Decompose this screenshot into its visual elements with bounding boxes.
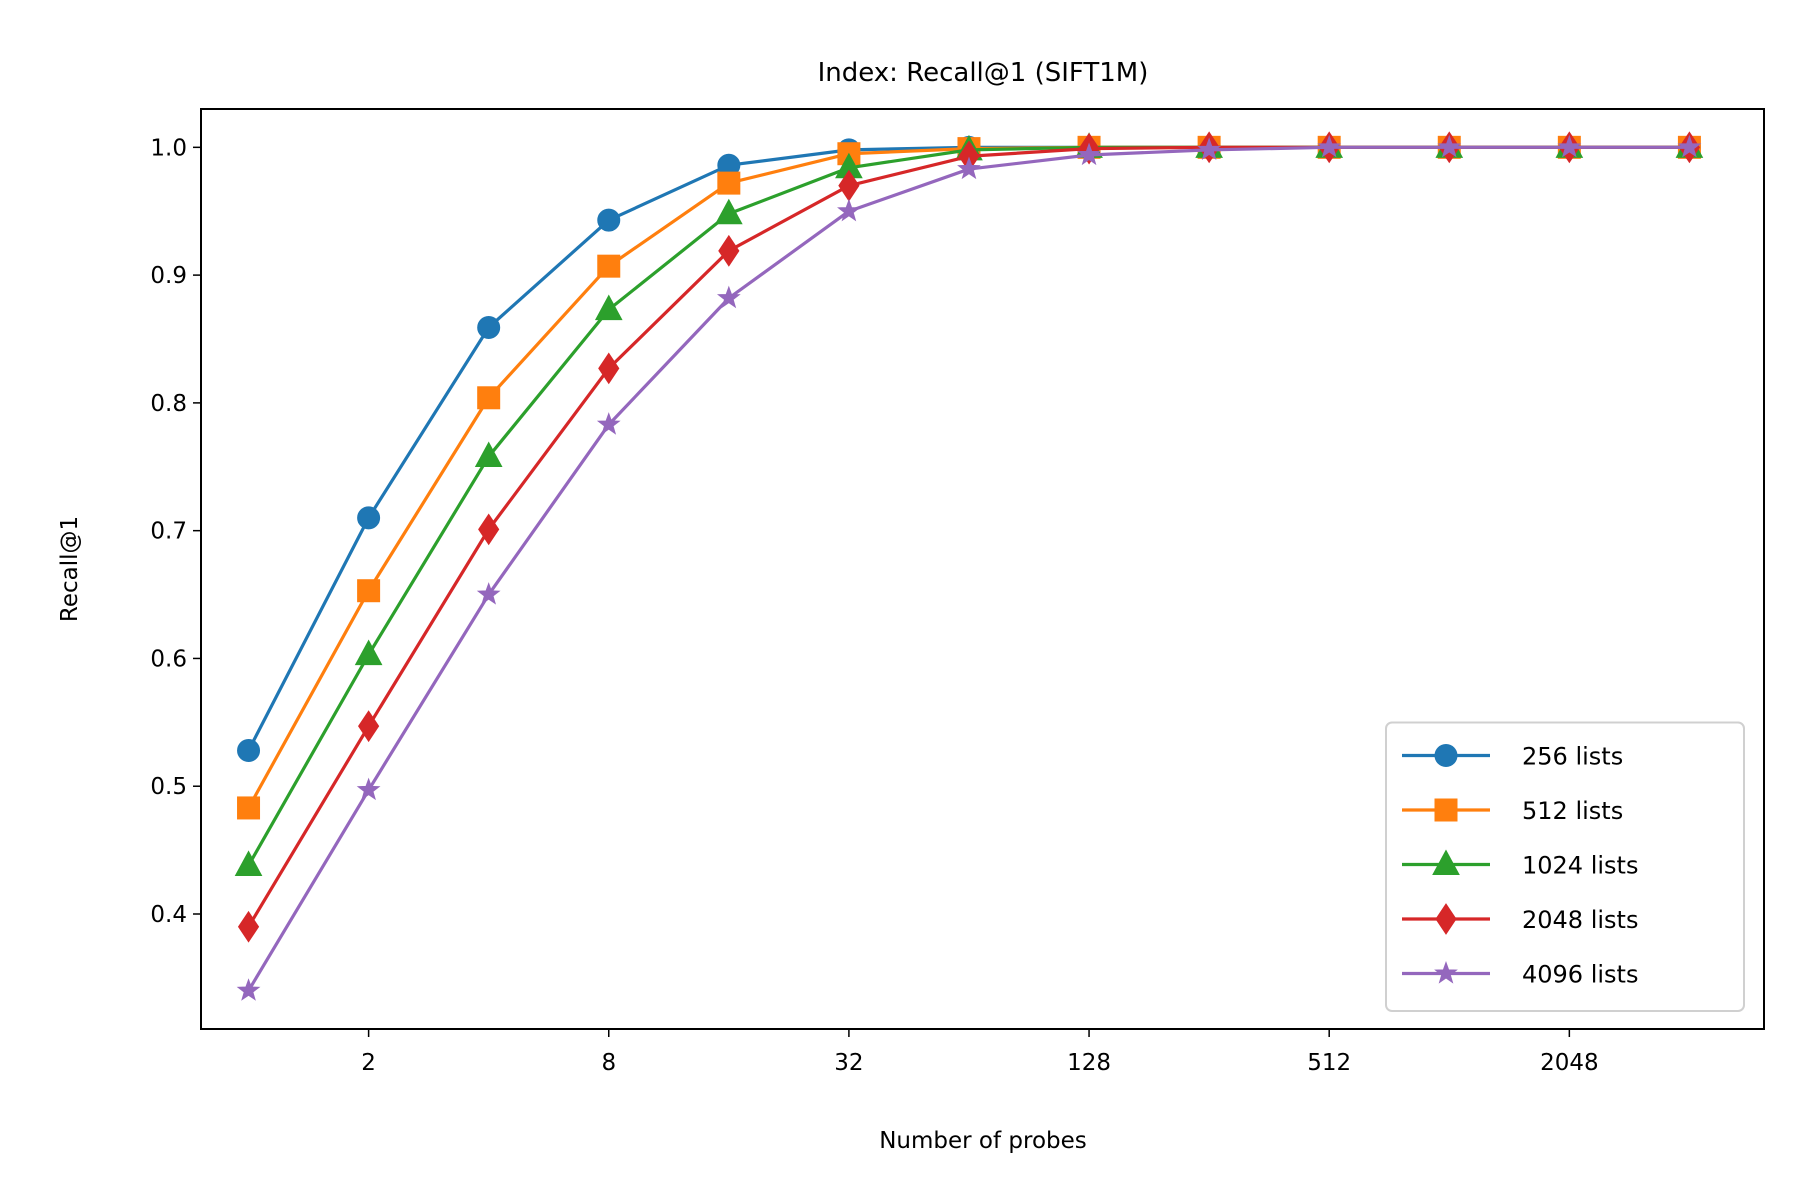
data-point xyxy=(717,171,741,195)
series-4096-lists xyxy=(236,134,1702,1001)
data-point xyxy=(356,777,381,801)
y-axis-label: Recall@1 xyxy=(57,516,83,622)
x-tick-label: 2048 xyxy=(1540,1050,1599,1076)
x-tick-label: 32 xyxy=(834,1050,863,1076)
legend-box xyxy=(1385,721,1745,1012)
data-point xyxy=(957,156,981,180)
x-axis: 2 8 32 128 512 2048 xyxy=(361,1029,1599,1076)
legend-item: 512 lists xyxy=(1402,797,1623,825)
legend-item: 4096 lists xyxy=(1402,961,1638,989)
series-line xyxy=(247,145,1690,752)
legend-label: 1024 lists xyxy=(1522,852,1638,880)
legend-marker xyxy=(1435,903,1457,935)
legend-item: 1024 lists xyxy=(1402,849,1638,880)
series-512-lists xyxy=(237,135,1701,820)
y-tick-label: 0.7 xyxy=(150,519,187,545)
data-point xyxy=(1677,134,1702,158)
x-tick-label: 128 xyxy=(1067,1050,1111,1076)
data-point xyxy=(237,910,260,943)
legend-item: 2048 lists xyxy=(1402,903,1638,935)
legend-marker xyxy=(1432,849,1460,875)
data-point xyxy=(1077,142,1101,166)
data-point xyxy=(837,198,861,222)
data-point xyxy=(1317,134,1342,158)
data-point xyxy=(597,208,621,232)
y-tick-label: 0.5 xyxy=(150,774,187,800)
legend-marker xyxy=(1434,961,1458,984)
data-point xyxy=(714,198,743,225)
data-point xyxy=(477,316,501,339)
data-point xyxy=(476,582,501,605)
legend-item: 256 lists xyxy=(1402,743,1623,771)
legend-marker xyxy=(1434,798,1458,822)
data-point xyxy=(597,254,621,278)
data-point xyxy=(354,639,383,666)
data-point xyxy=(594,294,623,321)
data-point xyxy=(598,352,620,385)
data-point xyxy=(474,441,503,468)
plot-layer xyxy=(234,131,1704,1001)
x-tick-label: 512 xyxy=(1307,1050,1351,1076)
data-point xyxy=(718,234,740,267)
data-point xyxy=(357,506,381,530)
y-tick-label: 0.8 xyxy=(150,391,187,417)
data-point xyxy=(716,285,741,309)
y-axis: 0.4 0.5 0.6 0.7 0.8 0.9 1.0 xyxy=(150,135,201,928)
x-tick-label: 2 xyxy=(361,1050,376,1076)
data-point xyxy=(478,513,500,546)
chart-title: Index: Recall@1 (SIFT1M) xyxy=(818,58,1149,88)
data-point xyxy=(477,386,501,410)
y-tick-label: 0.9 xyxy=(150,263,187,289)
legend-marker xyxy=(1434,744,1458,767)
data-point xyxy=(237,738,261,762)
x-axis-label: Number of probes xyxy=(879,1128,1087,1154)
legend: 256 lists 512 lists 1024 lists 2048 lists 40… xyxy=(1385,721,1745,1012)
data-point xyxy=(234,850,263,876)
data-point xyxy=(237,796,261,820)
plot-frame xyxy=(200,108,1765,1030)
legend-label: 256 lists xyxy=(1522,743,1623,771)
y-tick-label: 1.0 xyxy=(150,135,187,161)
data-point xyxy=(1557,134,1582,158)
data-point xyxy=(357,579,381,603)
x-tick-label: 8 xyxy=(601,1050,616,1076)
data-point xyxy=(1437,134,1462,158)
y-tick-label: 0.4 xyxy=(150,902,187,928)
legend-label: 2048 lists xyxy=(1522,906,1638,934)
data-point xyxy=(236,978,261,1001)
series-line xyxy=(247,145,1690,809)
legend-label: 512 lists xyxy=(1522,797,1623,825)
data-point xyxy=(358,710,380,743)
data-point xyxy=(1197,137,1221,160)
data-point xyxy=(596,412,621,435)
y-tick-label: 0.6 xyxy=(150,646,187,672)
legend-label: 4096 lists xyxy=(1522,961,1638,989)
